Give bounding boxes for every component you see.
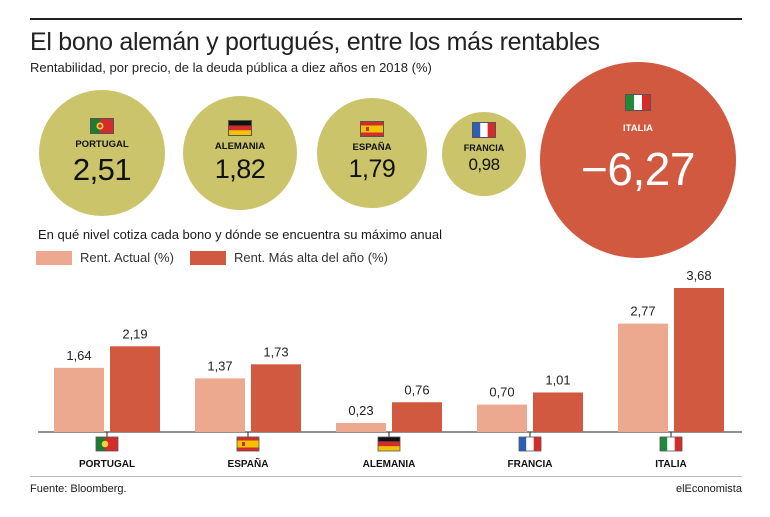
bubble-value: −6,27 [581, 143, 695, 195]
bar-max-2 [392, 402, 442, 432]
france-flag-icon [518, 436, 542, 452]
bubble-country-label: PORTUGAL [75, 139, 129, 150]
bar-actual-3 [477, 404, 527, 432]
bubble-country-label: ALEMANIA [214, 141, 266, 152]
bar-value-label: 1,73 [263, 344, 288, 359]
bubble-portugal: PORTUGAL 2,51 [39, 90, 165, 216]
bar-value-label: 1,37 [207, 358, 232, 373]
section-title: En qué nivel cotiza cada bono y dónde se… [38, 227, 442, 242]
bar-value-label: 0,23 [348, 403, 373, 418]
bar-value-label: 2,77 [630, 304, 655, 319]
legend-swatch-max [190, 250, 226, 265]
bar-max-1 [251, 364, 301, 432]
bar-value-label: 2,19 [122, 326, 147, 341]
x-tick-label: ESPAÑA [228, 457, 269, 470]
italy-flag-icon [659, 436, 683, 452]
spain-flag-icon [236, 436, 260, 452]
spain-flag-icon [360, 121, 384, 137]
bar-actual-0 [54, 367, 104, 432]
bar-actual-2 [336, 423, 386, 432]
germany-flag-icon [377, 436, 401, 452]
bubble-country-label: FRANCIA [463, 143, 505, 153]
top-rule [30, 18, 742, 20]
x-tick-label: ITALIA [655, 459, 686, 470]
x-tick-label: FRANCIA [508, 459, 553, 470]
bar-max-4 [674, 288, 724, 432]
bar-max-0 [110, 346, 160, 432]
bubble-country-label: ITALIA [623, 123, 653, 134]
brand-label: elEconomista [675, 483, 742, 495]
france-flag-icon [472, 122, 496, 138]
source-note: Fuente: Bloomberg. [30, 483, 127, 495]
chart-subtitle: Rentabilidad, por precio, de la deuda pú… [30, 60, 432, 75]
footer-rule [30, 476, 742, 477]
bubble-value: 2,51 [72, 152, 132, 187]
bubble-value: 0,98 [468, 155, 500, 174]
x-tick-label: PORTUGAL [79, 459, 135, 470]
italy-flag-icon [625, 94, 651, 111]
bar-max-3 [533, 392, 583, 432]
legend-label-max: Rent. Más alta del año (%) [234, 250, 388, 265]
x-tick-label: ALEMANIA [363, 459, 416, 470]
portugal-flag-icon [90, 118, 114, 134]
bubble-value: 1,82 [214, 154, 266, 184]
legend-swatch-actual [36, 250, 72, 265]
bubble-francia: FRANCIA 0,98 [442, 112, 526, 196]
bar-value-label: 1,64 [66, 348, 91, 363]
bar-actual-4 [618, 323, 668, 432]
legend-actual: Rent. Actual (%) [36, 250, 174, 265]
bubble-alemania: ALEMANIA 1,82 [183, 96, 297, 210]
legend-label-actual: Rent. Actual (%) [80, 250, 174, 265]
germany-flag-icon [228, 120, 252, 136]
bar-actual-1 [195, 378, 245, 432]
bar-value-label: 3,68 [686, 268, 711, 283]
bar-value-label: 0,76 [404, 382, 429, 397]
legend-max: Rent. Más alta del año (%) [190, 250, 388, 265]
bar-value-label: 1,01 [545, 372, 570, 387]
bar-value-label: 0,70 [489, 385, 514, 400]
bubble-country-label: ESPAÑA [352, 142, 392, 153]
bubble-value: 1,79 [348, 155, 396, 183]
bubble-italia: ITALIA −6,27 [540, 62, 736, 258]
portugal-flag-icon [95, 436, 119, 452]
chart-title: El bono alemán y portugués, entre los má… [30, 28, 600, 56]
bubble-espana: ESPAÑA 1,79 [317, 98, 427, 208]
